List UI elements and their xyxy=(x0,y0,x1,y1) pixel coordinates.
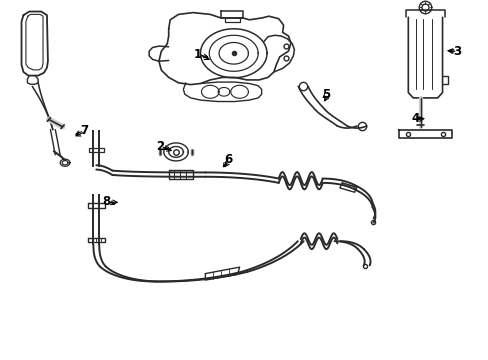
Text: 4: 4 xyxy=(411,112,419,125)
Text: 1: 1 xyxy=(194,48,202,60)
Text: 7: 7 xyxy=(80,124,88,137)
Text: 3: 3 xyxy=(453,45,461,58)
Text: 5: 5 xyxy=(322,88,330,101)
Text: 2: 2 xyxy=(156,140,164,153)
Text: 6: 6 xyxy=(224,153,232,166)
Text: 8: 8 xyxy=(102,195,110,208)
